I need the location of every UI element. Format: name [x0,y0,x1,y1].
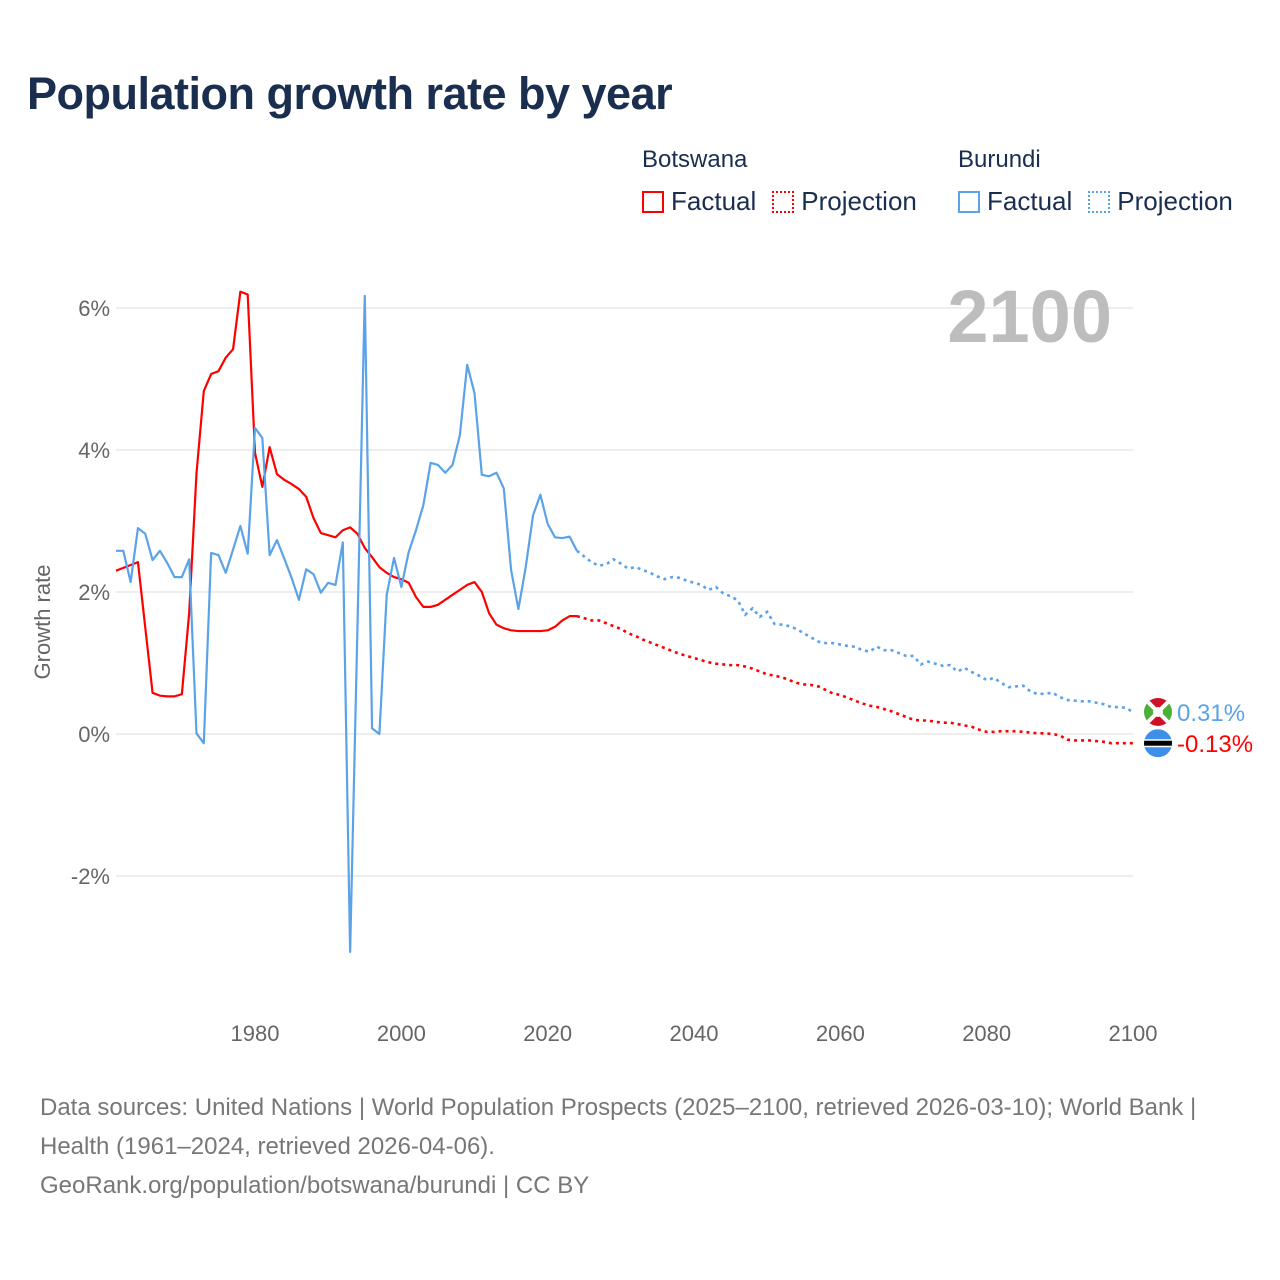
flag-red-bottom [1144,711,1172,726]
flag-red-top [1144,697,1172,712]
legend-botswana-factual[interactable]: Factual [642,186,756,217]
x-tick-label: 2080 [962,1021,1011,1046]
x-tick-label: 2100 [1109,1021,1158,1046]
burundi-end-value: 0.31% [1177,700,1245,727]
legend-label: Factual [987,186,1073,216]
flag-stripe-black [1144,740,1172,746]
footer: Data sources: United Nations | World Pop… [40,1088,1240,1205]
legend-group-name: Botswana [642,146,748,173]
legend-botswana: Botswana Factual Projection [642,146,917,217]
y-tick-label: 6% [78,296,110,321]
data-sources: Data sources: United Nations | World Pop… [40,1094,1197,1160]
legend-swatch-dotted [772,190,795,213]
y-tick-label: 0% [78,722,110,747]
legend-burundi: Burundi Factual Projection [958,146,1233,217]
botswana-end-marker [1144,729,1172,758]
legend-label: Projection [1117,186,1233,216]
botswana-flag-icon [1144,729,1172,758]
legend-burundi-projection[interactable]: Projection [1088,186,1233,217]
burundi-flag-icon [1144,697,1172,726]
legend-group-name: Burundi [958,146,1041,173]
legend-botswana-projection[interactable]: Projection [772,186,917,217]
flag-green-right [1158,697,1172,726]
credit-link[interactable]: GeoRank.org/population/botswana/burundi … [40,1172,590,1199]
legend-label: Projection [801,186,917,216]
legend-swatch-solid [642,190,664,213]
legend-label: Factual [671,186,757,216]
flag-disc [1153,706,1163,717]
legend-swatch-solid [958,190,980,213]
x-tick-label: 2000 [377,1021,426,1046]
y-tick-label: -2% [71,864,110,889]
burundi-factual-line [116,294,578,954]
x-tick-label: 2060 [816,1021,865,1046]
x-tick-label: 2040 [670,1021,719,1046]
flag-green-left [1144,697,1158,726]
year-label: 2100 [947,275,1112,358]
burundi-projection-line [576,549,1134,714]
y-axis-label: Growth rate [30,565,55,680]
y-tick-label: 4% [78,438,110,463]
botswana-projection-line [576,614,1133,745]
burundi-end-marker [1144,697,1172,726]
x-tick-label: 2020 [523,1021,572,1046]
x-tick-label: 1980 [231,1021,280,1046]
y-tick-label: 2% [78,580,110,605]
legend-burundi-factual[interactable]: Factual [958,186,1072,217]
botswana-factual-line [115,290,577,698]
botswana-end-value: -0.13% [1177,731,1253,758]
chart-title: Population growth rate by year [27,68,673,119]
legend-swatch-dotted [1088,190,1111,213]
